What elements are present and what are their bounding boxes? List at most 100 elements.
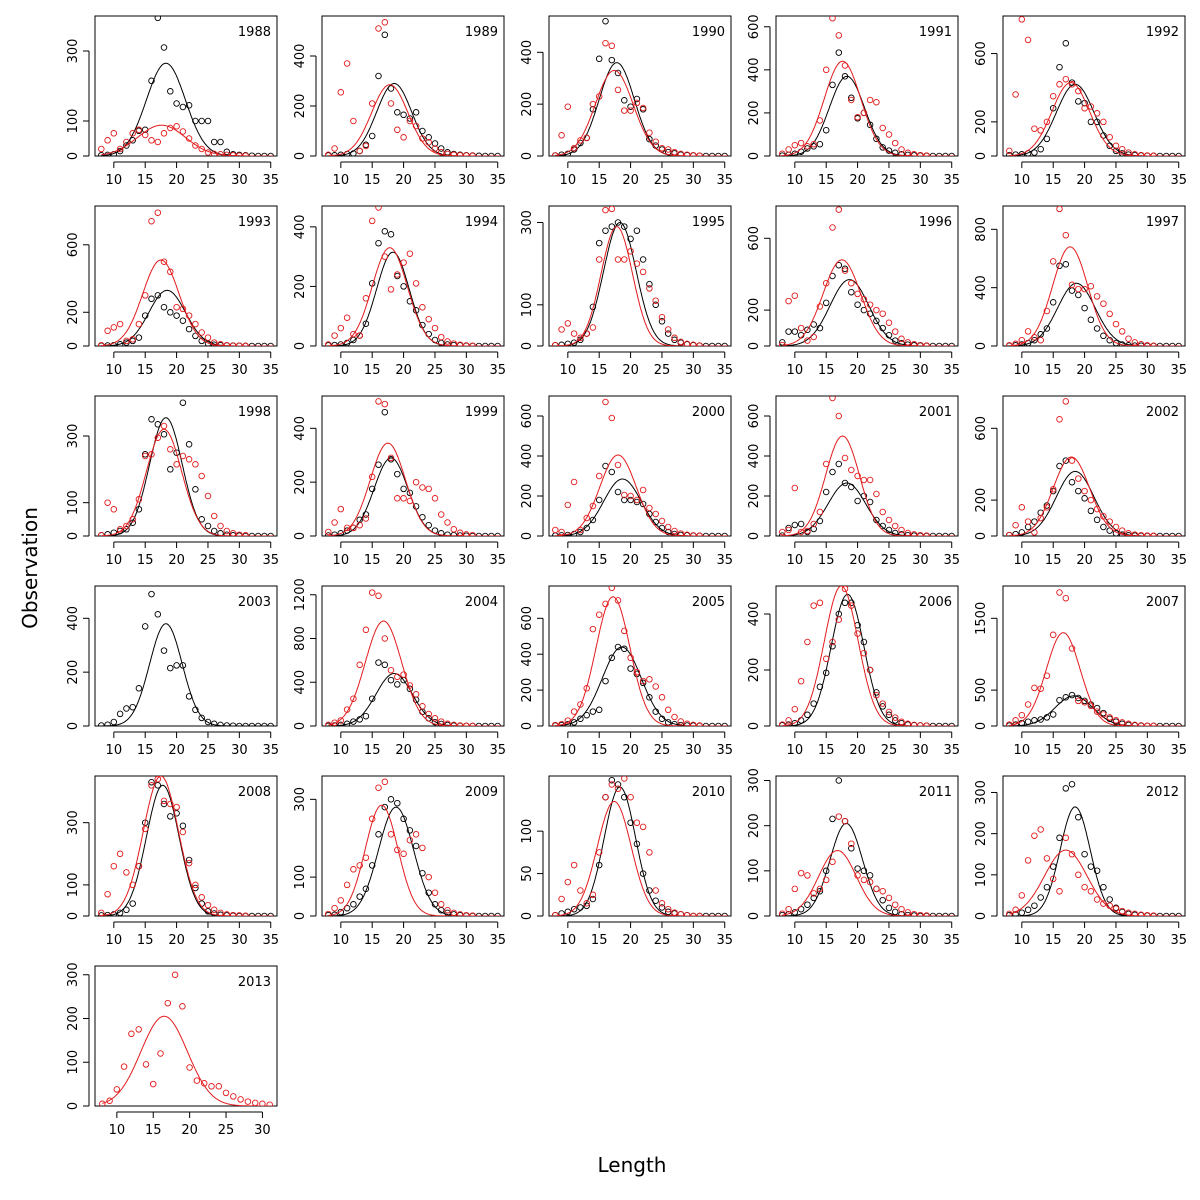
series-black — [779, 593, 955, 726]
plot-area — [325, 398, 501, 536]
data-point — [810, 525, 817, 533]
data-point — [558, 326, 565, 333]
data-point — [1062, 834, 1070, 842]
data-point — [835, 32, 843, 39]
data-point — [1075, 694, 1082, 702]
data-point — [860, 867, 868, 875]
x-tick-label: 25 — [881, 743, 898, 758]
x-tick-label: 25 — [200, 743, 217, 758]
data-point — [381, 31, 389, 39]
y-tick-label: 0 — [974, 912, 989, 920]
data-point — [910, 340, 918, 346]
data-point — [481, 532, 489, 536]
plot-area — [1006, 780, 1182, 916]
data-point — [1012, 340, 1019, 346]
data-point — [1018, 504, 1026, 511]
data-point — [110, 862, 118, 870]
data-point — [621, 107, 628, 114]
series-red — [98, 776, 274, 916]
x-axis-title: Length — [597, 1153, 667, 1177]
data-point — [248, 912, 256, 916]
x-tick-label: 15 — [1045, 933, 1062, 948]
data-point — [1056, 206, 1063, 213]
x-tick-label: 10 — [560, 743, 577, 758]
data-point — [173, 810, 180, 817]
data-point — [185, 693, 193, 700]
data-point — [1043, 672, 1051, 679]
data-point — [419, 869, 426, 877]
x-tick-label: 10 — [109, 1123, 126, 1138]
data-point — [1125, 720, 1132, 726]
data-point — [375, 461, 382, 468]
data-point — [1031, 149, 1038, 156]
data-point — [192, 486, 199, 493]
data-point — [1024, 857, 1032, 864]
data-point — [425, 139, 432, 146]
data-point — [627, 248, 634, 255]
data-point — [797, 677, 805, 685]
y-tick-label: 600 — [66, 232, 81, 257]
data-point — [589, 708, 597, 715]
data-point — [368, 815, 376, 823]
data-point — [829, 642, 836, 650]
y-tick-label: 600 — [520, 404, 535, 429]
series-red — [1006, 589, 1182, 726]
data-point — [406, 117, 414, 125]
data-point — [652, 708, 659, 715]
data-point — [337, 908, 345, 916]
data-point — [1112, 523, 1120, 531]
plot-area — [1006, 398, 1182, 536]
data-point — [779, 528, 786, 536]
data-point — [1100, 711, 1107, 718]
y-tick-label: 50 — [520, 865, 535, 882]
data-point — [469, 342, 476, 346]
x-tick-label: 10 — [787, 933, 804, 948]
y-tick-label: 200 — [747, 298, 762, 323]
plot-area — [779, 586, 955, 726]
data-point — [488, 722, 495, 726]
data-point — [885, 894, 893, 902]
data-point — [822, 655, 830, 663]
data-point — [1024, 518, 1032, 525]
plot-frame — [94, 965, 278, 1107]
data-point — [110, 718, 118, 726]
data-point — [463, 342, 470, 346]
data-point — [804, 326, 811, 334]
data-point — [873, 306, 880, 314]
data-point — [879, 324, 886, 332]
data-point — [387, 286, 395, 293]
panel-year-label: 2000 — [692, 405, 725, 420]
data-point — [854, 872, 861, 879]
data-point — [841, 599, 849, 607]
series-black — [779, 49, 955, 156]
data-point — [829, 815, 836, 823]
data-point — [157, 1050, 164, 1057]
x-tick-label: 30 — [458, 553, 475, 568]
data-point — [412, 831, 420, 838]
x-tick-label: 15 — [591, 553, 608, 568]
data-point — [236, 912, 243, 916]
data-point — [463, 722, 470, 726]
data-point — [1118, 145, 1126, 153]
x-axis: 10 15 20 25 30 35 — [333, 351, 506, 378]
plot-frame — [775, 395, 959, 537]
data-point — [552, 341, 559, 346]
x-tick-label: 15 — [137, 553, 154, 568]
data-point — [816, 887, 824, 895]
data-point — [848, 602, 855, 609]
data-point — [1049, 258, 1057, 265]
data-point — [99, 1100, 106, 1106]
fitted-curve — [1009, 632, 1182, 726]
data-point — [848, 288, 855, 296]
data-point — [179, 305, 187, 313]
panel-year-label: 2002 — [1146, 405, 1179, 420]
data-point — [589, 891, 597, 899]
data-point — [123, 339, 130, 346]
data-point — [829, 224, 836, 231]
y-tick-label: 400 — [66, 606, 81, 631]
data-point — [1137, 532, 1145, 536]
x-tick-label: 25 — [200, 363, 217, 378]
